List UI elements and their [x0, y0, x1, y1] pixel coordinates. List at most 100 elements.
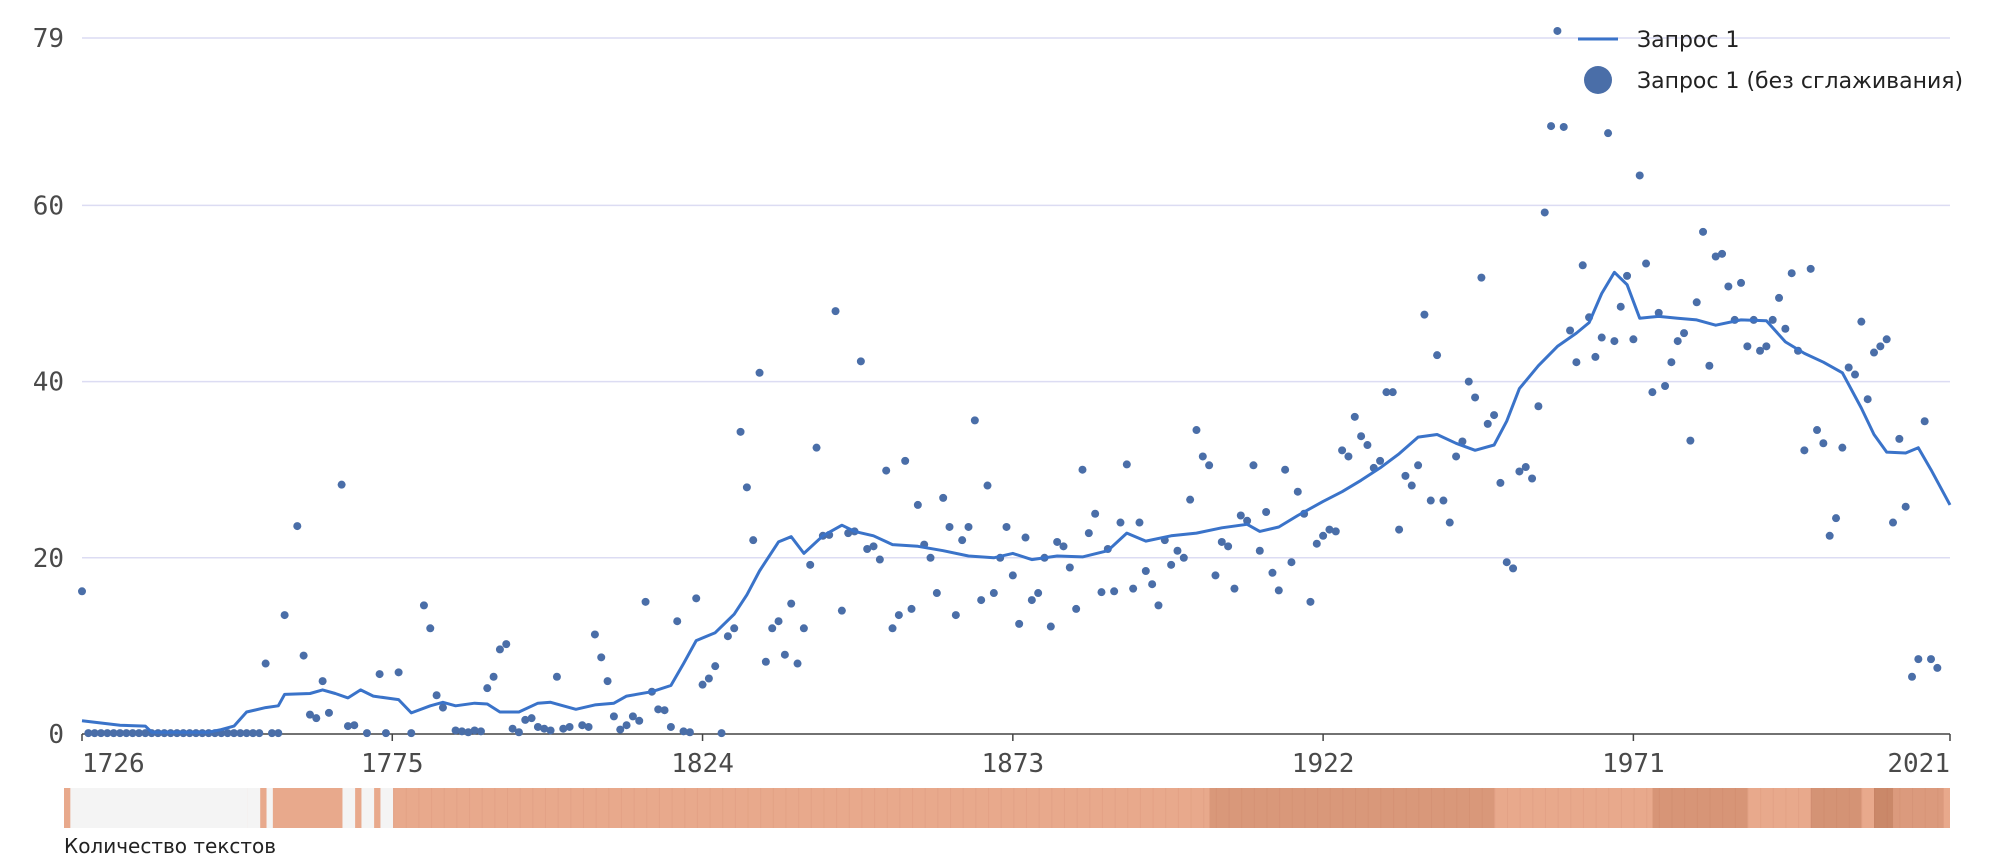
scatter-point — [1376, 456, 1385, 465]
scatter-point — [1281, 465, 1290, 474]
strip-cell — [1696, 788, 1698, 828]
scatter-point — [103, 729, 112, 738]
scatter-point — [1578, 261, 1587, 270]
scatter-point — [1198, 452, 1207, 461]
scatter-point — [1268, 568, 1277, 577]
scatter-point — [318, 677, 327, 686]
legend: Запрос 1 Запрос 1 (без сглаживания) — [1578, 28, 1963, 94]
scatter-point — [1667, 358, 1676, 367]
scatter-point — [1819, 439, 1828, 448]
strip-cell — [1709, 788, 1711, 828]
scatter-point — [1908, 672, 1917, 681]
scatter-point — [939, 493, 948, 502]
scatter-point — [1445, 518, 1454, 527]
x-tick-label: 1775 — [361, 749, 424, 779]
scatter-point — [1053, 537, 1062, 546]
scatter-point — [1844, 363, 1853, 372]
scatter-point — [799, 624, 808, 633]
strip-cell — [1582, 788, 1584, 828]
scatter-point — [1629, 335, 1638, 344]
strip-cell — [1443, 788, 1445, 828]
scatter-point — [236, 729, 245, 738]
scatter-point — [514, 728, 523, 737]
scatter-point — [426, 624, 435, 633]
scatter-point — [350, 721, 359, 730]
scatter-point — [1895, 434, 1904, 443]
scatter-point — [1002, 522, 1011, 531]
strip-cell — [937, 788, 939, 828]
scatter-point — [622, 721, 631, 730]
scatter-point — [831, 307, 840, 316]
scatter-point — [1388, 388, 1397, 397]
y-tick-label: 20 — [33, 544, 64, 574]
scatter-point — [419, 601, 428, 610]
scatter-point — [470, 726, 479, 735]
series-line-zapros-1 — [81, 270, 1952, 734]
scatter-point — [299, 651, 308, 660]
scatter-point — [673, 617, 682, 626]
scatter-point — [1426, 496, 1435, 505]
y-tick-label: 40 — [33, 368, 64, 398]
scatter-point — [343, 722, 352, 731]
scatter-point — [1711, 252, 1720, 261]
scatter-point — [894, 611, 903, 620]
strip-cell — [912, 788, 914, 828]
scatter-point — [1008, 571, 1017, 580]
scatter-point — [1559, 122, 1568, 131]
strip-cell — [1177, 788, 1179, 828]
strip-cell — [1544, 788, 1546, 828]
scatter-point — [1781, 324, 1790, 333]
scatter-point — [590, 630, 599, 639]
scatter-point — [546, 726, 555, 735]
strip-cell — [1114, 788, 1116, 828]
scatter-point — [1648, 388, 1657, 397]
text-count-strip[interactable] — [64, 788, 1950, 828]
x-tick-label: 1873 — [982, 749, 1045, 779]
strip-cell — [1038, 788, 1040, 828]
scatter-point — [1129, 584, 1138, 593]
scatter-point — [654, 705, 663, 714]
scatter-point — [1933, 663, 1942, 672]
scatter-point — [888, 624, 897, 633]
scatter-point — [787, 599, 796, 608]
scatter-point — [1338, 446, 1347, 455]
scatter-point — [451, 726, 460, 735]
scatter-point — [1084, 529, 1093, 538]
scatter-point — [1490, 411, 1499, 420]
y-tick-label: 60 — [33, 191, 64, 221]
scatter-point — [844, 529, 853, 538]
scatter-point — [1224, 542, 1233, 551]
strip-cell — [1848, 788, 1850, 828]
scatter-point — [521, 715, 530, 724]
scatter-point — [1572, 358, 1581, 367]
strip-cell — [861, 788, 863, 828]
scatter-point — [1477, 273, 1486, 282]
strip-cell — [1393, 788, 1395, 828]
scatter-point — [495, 645, 504, 654]
scatter-point — [774, 617, 783, 626]
strip-cell — [1886, 788, 1888, 828]
scatter-point — [901, 456, 910, 465]
scatter-point — [375, 670, 384, 679]
scatter-point — [1091, 509, 1100, 518]
scatter-point — [1876, 342, 1885, 351]
scatter-point — [1350, 412, 1359, 421]
strip-empty — [380, 788, 394, 828]
strip-dark — [1209, 788, 1495, 828]
strip-cell — [1139, 788, 1141, 828]
scatter-point — [476, 727, 485, 736]
scatter-point — [628, 712, 637, 721]
scatter-point — [1775, 293, 1784, 302]
strip-cell — [582, 788, 584, 828]
scatter-point — [1205, 461, 1214, 470]
scatter-point — [1344, 452, 1353, 461]
scatter-point — [1920, 417, 1929, 426]
scatter-point — [134, 729, 143, 738]
strip-cell — [848, 788, 850, 828]
scatter-point — [1230, 584, 1239, 593]
scatter-point — [457, 727, 466, 736]
scatter-point — [685, 728, 694, 737]
strip-cell — [1304, 788, 1306, 828]
strip-cell — [507, 788, 509, 828]
scatter-point — [527, 714, 536, 723]
